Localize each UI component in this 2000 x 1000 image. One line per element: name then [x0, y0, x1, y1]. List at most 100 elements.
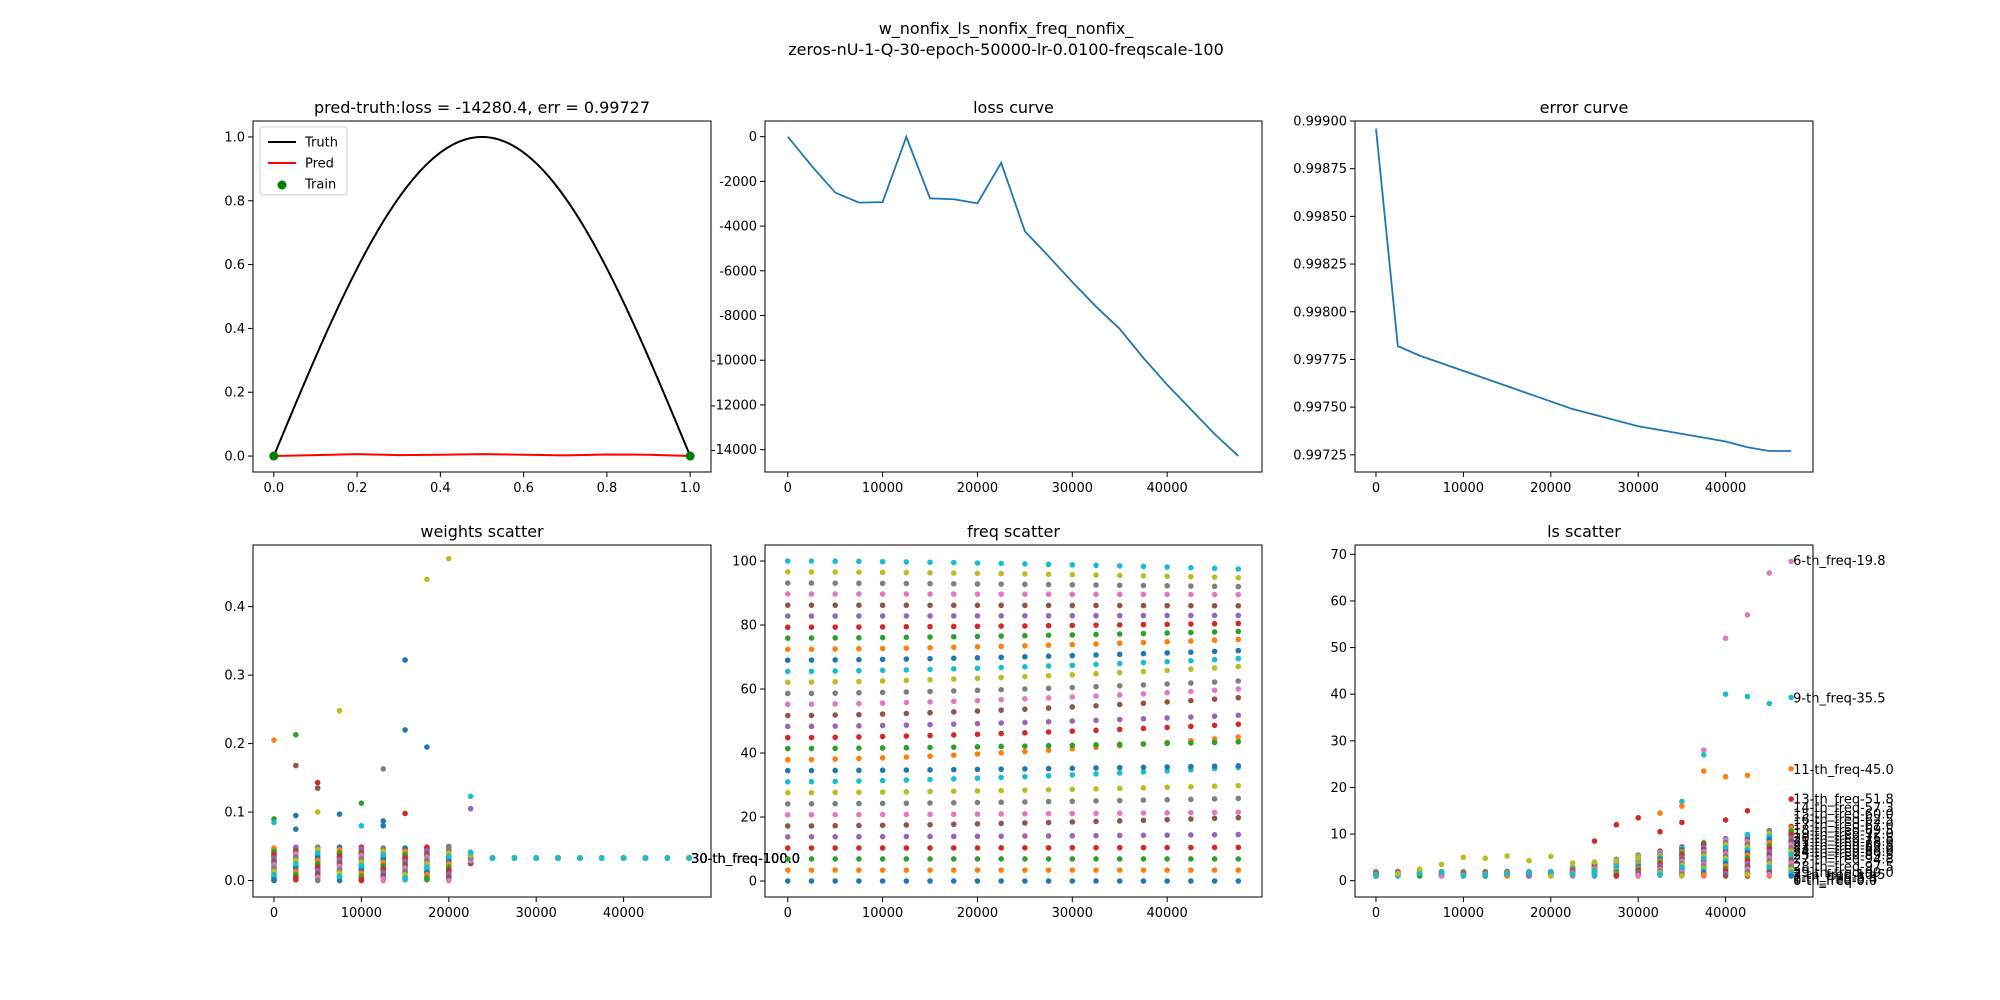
freq-point [1235, 678, 1242, 684]
legend-label: Train [304, 178, 336, 193]
freq-point [1069, 878, 1076, 884]
freq-point [950, 623, 957, 630]
freq-point [998, 820, 1004, 827]
ls-point [1700, 872, 1707, 878]
freq-point [998, 833, 1004, 839]
freq-point [1022, 591, 1028, 597]
ls-label: 28-th_freq-97.5 [1793, 860, 1894, 875]
freq-point [879, 833, 886, 840]
y-tick-label: 0.1 [224, 806, 245, 821]
freq-point [832, 701, 838, 707]
ls-label: 11-th_freq-45.0 [1793, 763, 1894, 778]
freq-point [784, 646, 791, 653]
freq-point [1235, 655, 1242, 662]
freq-point [950, 698, 957, 705]
freq-point [856, 624, 862, 630]
freq-point [1211, 629, 1218, 635]
freq-point [1164, 796, 1170, 803]
ls-point [1744, 831, 1751, 838]
freq-point [1164, 832, 1170, 838]
freq-point [1235, 856, 1242, 862]
legend-label: Truth [304, 136, 338, 151]
freq-point [1235, 591, 1242, 598]
ls-label: 21-th_freq-78.0 [1793, 835, 1894, 850]
freq-point [1093, 867, 1099, 873]
freq-point [879, 856, 886, 862]
freq-point [808, 668, 815, 675]
freq-point [1140, 612, 1147, 619]
freq-point [927, 677, 933, 683]
weight-point [424, 744, 430, 750]
freq-point [974, 821, 981, 827]
freq-point [950, 856, 957, 862]
freq-point [998, 867, 1004, 873]
freq-point [1069, 671, 1076, 678]
freq-point [1045, 747, 1052, 754]
freq-point [856, 822, 862, 829]
freq-point [1022, 623, 1028, 629]
weight-point [380, 822, 387, 829]
weight-point [271, 819, 277, 826]
freq-point [927, 709, 933, 716]
freq-point [927, 856, 933, 862]
ls-point [1788, 873, 1794, 879]
y-tick-label: 0.99750 [1293, 401, 1347, 416]
weight-point [336, 811, 343, 817]
y-tick-label: 20 [740, 811, 757, 826]
freq-point [950, 559, 957, 566]
freq-point [1069, 612, 1076, 619]
freq-point [784, 679, 791, 686]
x-tick-label: 40000 [1705, 481, 1746, 496]
freq-point [1188, 763, 1194, 770]
ls-label: 19-th_freq-72.0 [1793, 828, 1894, 843]
freq-point [903, 845, 910, 851]
freq-point [950, 676, 957, 682]
freq-point [974, 581, 981, 587]
freq-point [808, 613, 815, 619]
freq-point [1211, 856, 1218, 862]
freq-point [927, 821, 933, 828]
y-tick-label: 0.0 [224, 874, 245, 889]
freq-point [903, 733, 910, 739]
freq-point [832, 822, 838, 829]
freq-point [856, 800, 862, 807]
freq-point [1093, 693, 1099, 699]
legend-handle [277, 180, 287, 190]
weight-point [511, 855, 518, 861]
axes-frame [764, 120, 1263, 473]
freq-point [856, 867, 862, 873]
freq-point [1140, 659, 1147, 666]
freq-point [832, 635, 838, 641]
weight-point [271, 737, 277, 743]
freq-point [1140, 878, 1147, 884]
freq-point [1188, 714, 1194, 720]
freq-point [832, 646, 838, 652]
train-point [685, 451, 695, 461]
freq-point [950, 788, 957, 795]
y-tick-label: -12000 [711, 398, 757, 413]
freq-point [1188, 878, 1194, 884]
freq-point [1116, 572, 1123, 579]
freq-point [998, 674, 1004, 681]
ls-point [1482, 855, 1489, 862]
weight-point [336, 873, 343, 880]
freq-point [1140, 582, 1147, 589]
weight-point [686, 855, 692, 861]
ls-point [1679, 873, 1685, 879]
freq-point [856, 580, 862, 587]
freq-point [1211, 679, 1218, 685]
x-tick-label: 0.2 [347, 481, 368, 496]
freq-point [1116, 785, 1123, 792]
freq-point [950, 613, 957, 619]
freq-point [808, 767, 815, 774]
axes-frame [1354, 544, 1814, 898]
axes-title: ls scatter [1547, 522, 1621, 541]
freq-point [1164, 602, 1170, 609]
freq-point [950, 570, 957, 576]
ls-point [1438, 861, 1445, 868]
freq-point [903, 867, 910, 873]
y-tick-label: 0.99850 [1293, 210, 1347, 225]
freq-point [1211, 612, 1218, 619]
freq-point [879, 845, 886, 851]
weight-point [314, 877, 321, 884]
